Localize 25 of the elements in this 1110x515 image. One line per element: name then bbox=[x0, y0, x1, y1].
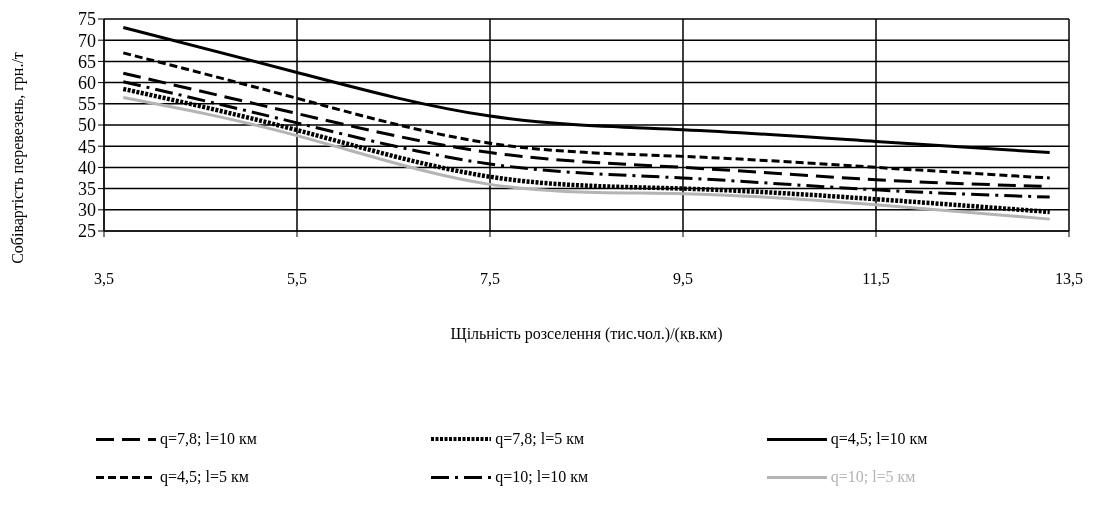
x-tick-label: 5,5 bbox=[287, 270, 307, 288]
y-tick-label: 75 bbox=[78, 9, 96, 30]
x-tick-label: 11,5 bbox=[862, 270, 890, 288]
legend-label: q=4,5; l=5 км bbox=[160, 468, 249, 486]
legend-label: q=7,8; l=5 км bbox=[495, 430, 585, 448]
x-tick-label: 9,5 bbox=[673, 270, 693, 288]
legend-label: q=10; l=10 км bbox=[495, 468, 589, 486]
y-tick-label: 30 bbox=[78, 200, 96, 221]
x-axis-title: Щільність розселення (тис.чол.)/(кв.км) bbox=[450, 325, 723, 344]
y-tick-label: 40 bbox=[78, 157, 96, 178]
y-axis-title: Собівартість перевезень, грн./т bbox=[9, 52, 27, 264]
x-tick-label: 3,5 bbox=[94, 270, 114, 288]
y-tick-label: 45 bbox=[78, 136, 96, 157]
y-tick-label: 50 bbox=[78, 115, 96, 136]
y-tick-label: 55 bbox=[78, 94, 96, 115]
y-tick-label: 65 bbox=[78, 51, 96, 72]
legend-label: q=4,5; l=10 км bbox=[830, 430, 928, 448]
y-tick-label: 25 bbox=[78, 221, 96, 242]
legend-label: q=10; l=5 км bbox=[830, 468, 916, 486]
x-tick-label: 7,5 bbox=[480, 270, 500, 288]
y-tick-label: 60 bbox=[78, 72, 96, 93]
y-tick-label: 35 bbox=[78, 178, 96, 199]
legend-label: q=7,8; l=10 км bbox=[160, 430, 257, 448]
y-tick-label: 70 bbox=[78, 30, 96, 51]
x-tick-label: 13,5 bbox=[1055, 270, 1083, 288]
